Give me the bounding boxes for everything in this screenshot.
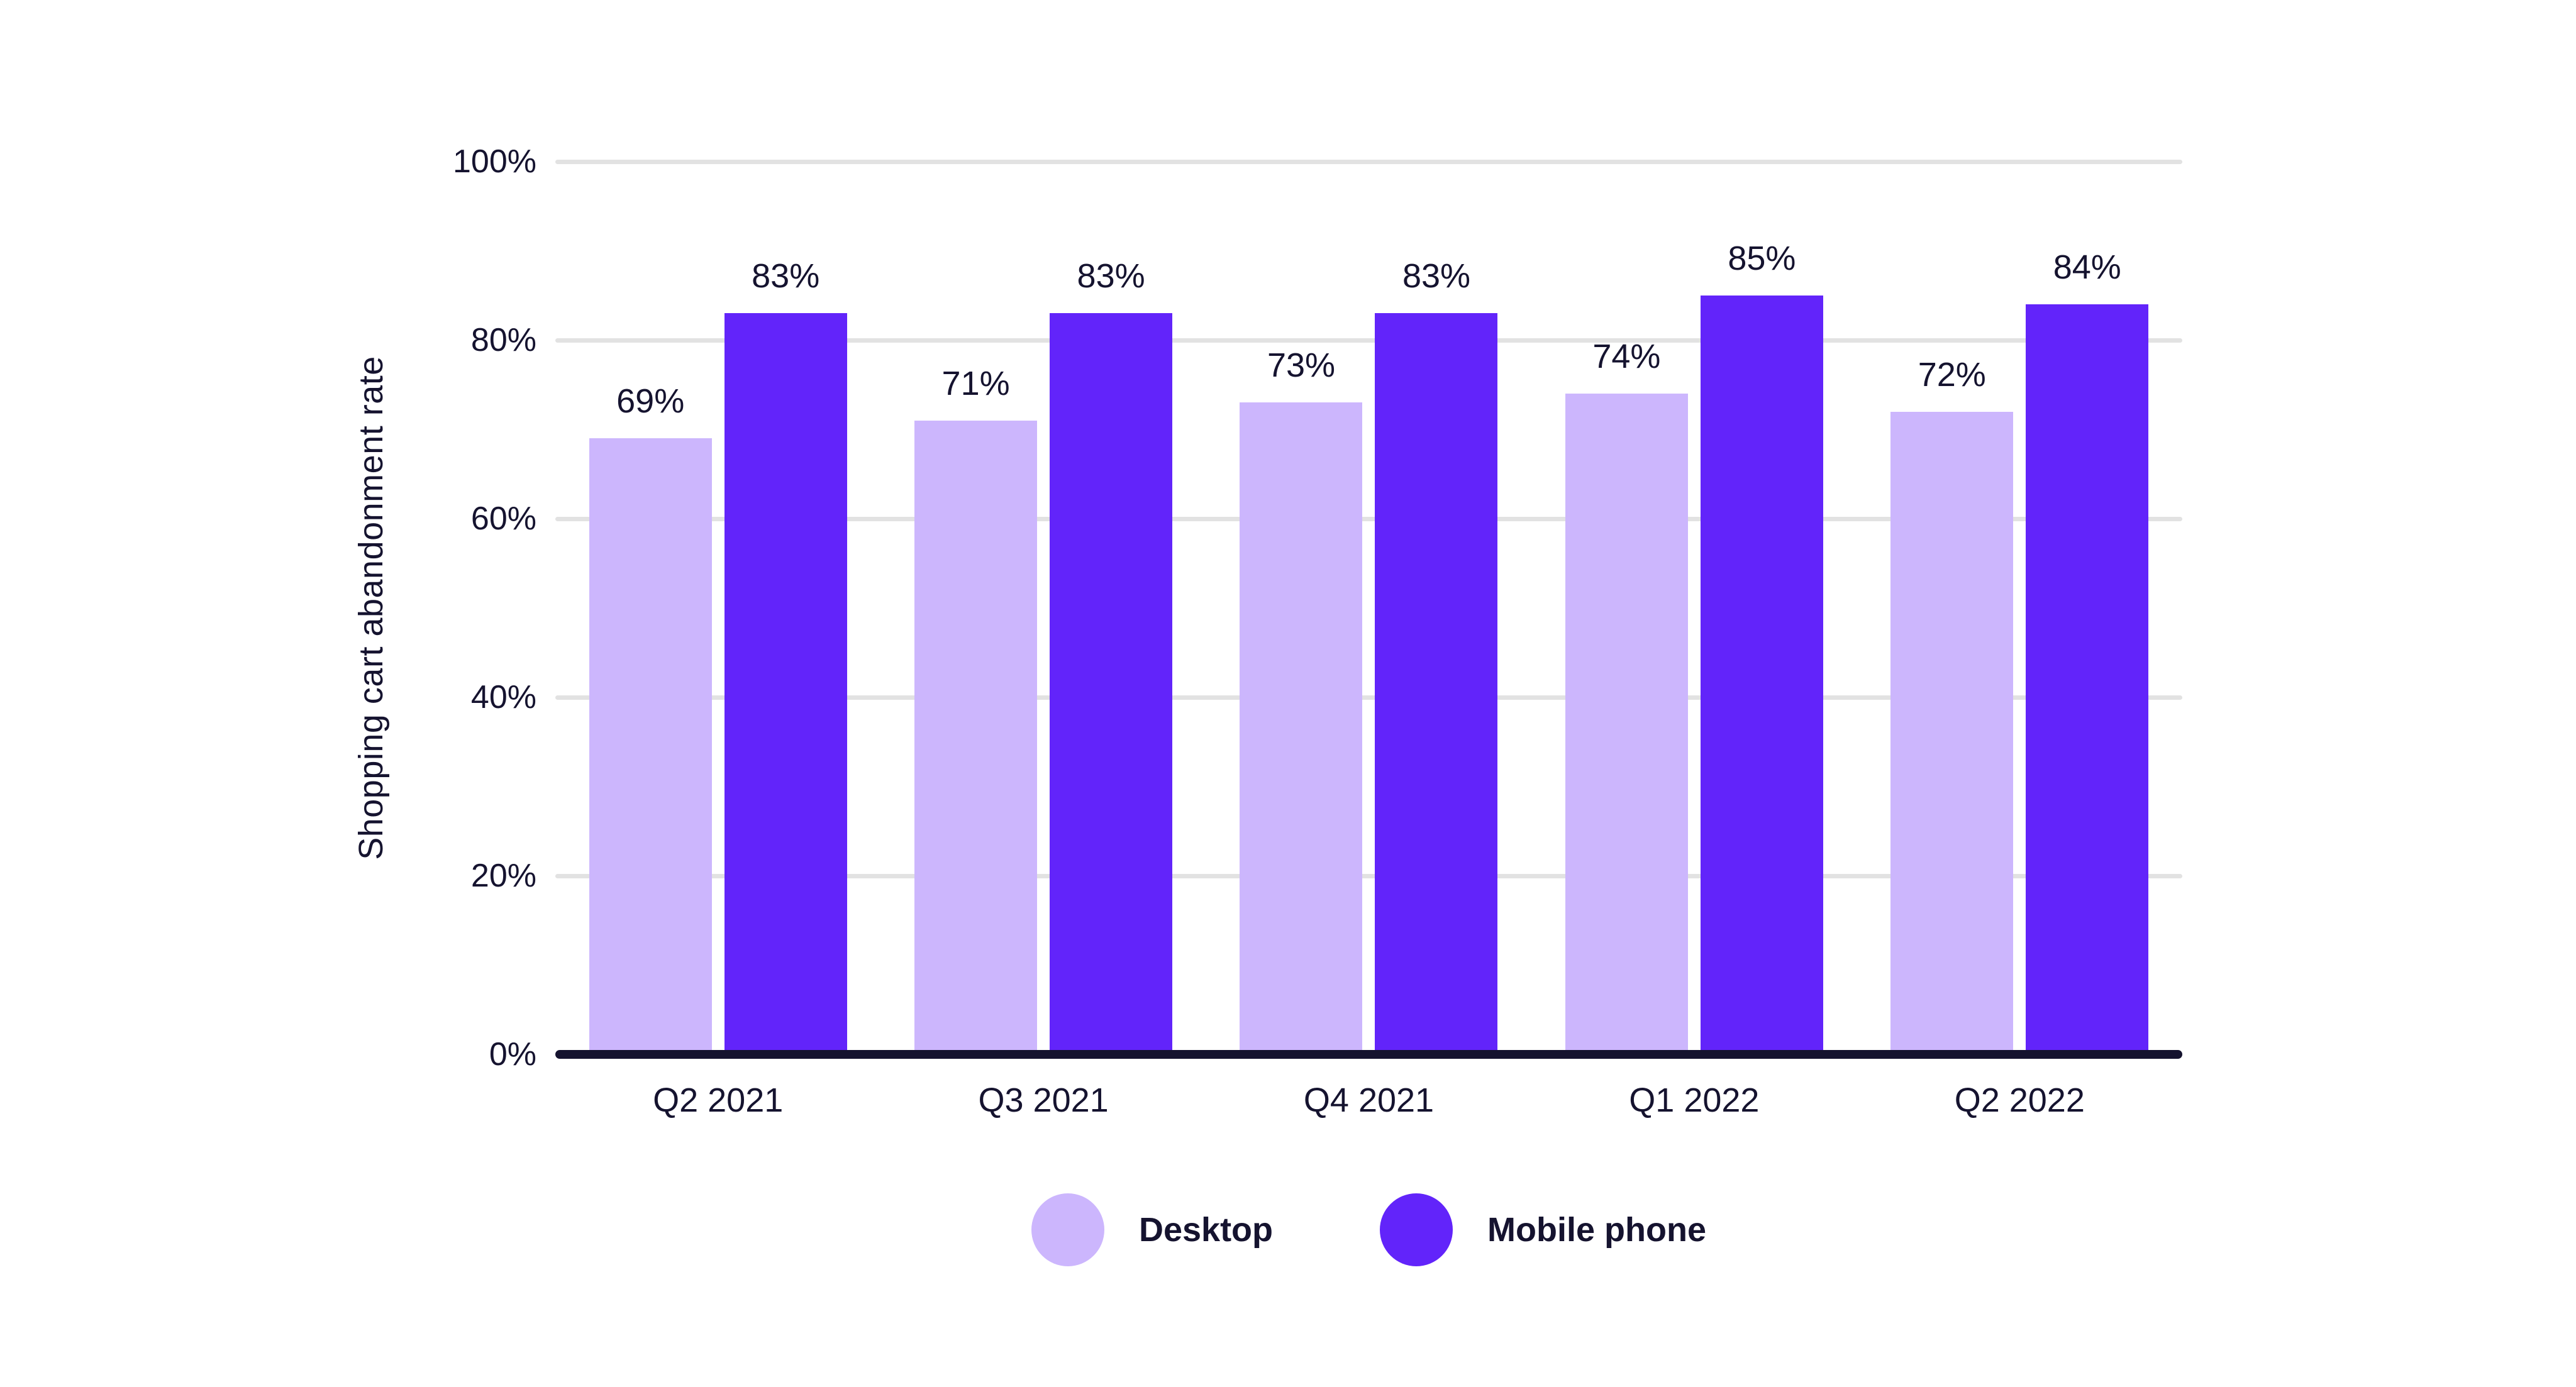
y-tick-label-80: 80% — [470, 322, 536, 358]
gridline-80 — [555, 338, 2182, 343]
y-tick-label-0: 0% — [489, 1036, 536, 1073]
bar-value-label-desktop-q2-2022: 72% — [1918, 355, 1986, 394]
legend-item-mobile-phone: Mobile phone — [1380, 1193, 1706, 1266]
legend-label-mobile-phone: Mobile phone — [1487, 1211, 1706, 1249]
bar-group-q3-2021: 71% 83% — [880, 162, 1206, 1054]
bar-desktop-q3-2021: 71% — [914, 365, 1038, 1054]
y-tick-label-60: 60% — [470, 500, 536, 537]
x-axis-label-q1-2022: Q1 2022 — [1629, 1081, 1760, 1119]
bar-mobile-phone-q1-2022: 85% — [1700, 240, 1823, 1054]
x-axis-label-q2-2022: Q2 2022 — [1954, 1081, 2085, 1119]
bar-group-q2-2022: 72% 84% — [1857, 162, 2182, 1054]
legend-label-desktop: Desktop — [1138, 1211, 1274, 1249]
bar-mobile-phone-q4-2021: 83% — [1375, 257, 1498, 1054]
bar-value-label-mobile-phone-q2-2021: 83% — [752, 257, 820, 296]
legend-dot-icon-desktop — [1031, 1193, 1104, 1266]
bar-desktop-q2-2022: 72% — [1890, 356, 2014, 1054]
bar-value-label-mobile-phone-q3-2021: 83% — [1077, 257, 1145, 296]
bar-value-label-desktop-q4-2021: 73% — [1267, 346, 1336, 385]
legend-item-desktop: Desktop — [1031, 1193, 1273, 1266]
bar-desktop-q1-2022: 74% — [1565, 338, 1688, 1054]
bar-value-label-mobile-phone-q1-2022: 85% — [1728, 240, 1796, 277]
y-tick-label-100: 100% — [453, 143, 536, 180]
gridline-100 — [555, 159, 2182, 164]
legend: Desktop Mobile phone — [555, 1193, 2182, 1266]
x-axis-label-q4-2021: Q4 2021 — [1303, 1081, 1435, 1119]
bar-desktop-q4-2021: 73% — [1240, 346, 1363, 1054]
bar-value-label-mobile-phone-q4-2021: 83% — [1402, 257, 1471, 296]
bar-value-label-desktop-q3-2021: 71% — [941, 364, 1010, 402]
bar-mobile-phone-q3-2021: 83% — [1050, 257, 1173, 1054]
bar-desktop-q2-2021: 69% — [589, 382, 712, 1054]
gridline-20 — [555, 873, 2182, 878]
legend-dot-icon-mobile-phone — [1380, 1193, 1453, 1266]
gridline-60 — [555, 516, 2182, 521]
x-axis-label-q2-2021: Q2 2021 — [653, 1081, 784, 1119]
bar-group-q1-2022: 74% 85% — [1531, 162, 1857, 1054]
plot-area: 69% 83% 71% 83% 73% 83% 74% 85% 72% 84% — [555, 159, 2182, 1059]
bar-value-label-desktop-q1-2022: 74% — [1592, 338, 1661, 376]
x-axis-label-q3-2021: Q3 2021 — [978, 1081, 1109, 1119]
y-axis-title: Shopping cart abandonment rate — [352, 356, 390, 860]
y-tick-label-20: 20% — [470, 858, 536, 894]
bar-value-label-desktop-q2-2021: 69% — [616, 382, 685, 421]
bar-mobile-phone-q2-2022: 84% — [2026, 248, 2149, 1054]
bar-group-q2-2021: 69% 83% — [555, 162, 880, 1054]
bar-value-label-mobile-phone-q2-2022: 84% — [2053, 248, 2121, 287]
x-axis-line — [555, 1050, 2182, 1059]
y-tick-label-40: 40% — [470, 679, 536, 716]
gridline-40 — [555, 695, 2182, 700]
bar-mobile-phone-q2-2021: 83% — [724, 257, 847, 1054]
bar-group-q4-2021: 73% 83% — [1206, 162, 1531, 1054]
